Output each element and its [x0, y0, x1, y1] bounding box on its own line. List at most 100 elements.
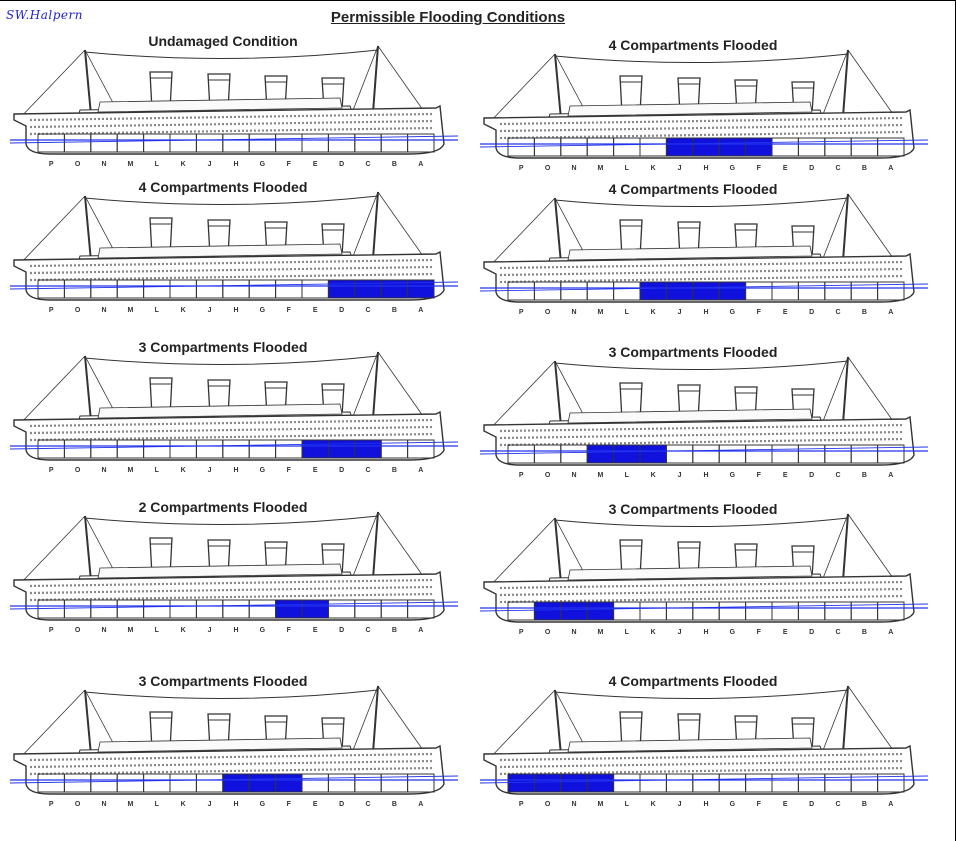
porthole-row: [29, 425, 435, 435]
compartment-letter: H: [233, 467, 238, 474]
compartment-letter: H: [233, 801, 238, 808]
compartment-letter: A: [888, 309, 893, 316]
compartment-letter: O: [545, 165, 551, 172]
compartment-letter: P: [519, 801, 524, 808]
rigging-line: [349, 45, 379, 119]
compartment: [407, 599, 435, 619]
trimmed-waterline: [9, 775, 459, 784]
hull: [13, 570, 445, 621]
compartment-letter: N: [101, 161, 106, 168]
compartment-letter: J: [678, 629, 682, 636]
flooded-compartment: [586, 444, 615, 464]
flooded-compartment: [692, 137, 720, 157]
compartment-letter: J: [678, 165, 682, 172]
compartment-letter: H: [703, 472, 708, 479]
ship-panel: 4 Compartments Flooded P O N M L K J H G F E D C B A: [9, 179, 459, 314]
compartment-letter: H: [703, 165, 708, 172]
compartment-letter: A: [418, 627, 423, 634]
flooded-compartment: [560, 601, 588, 621]
trimmed-waterline: [479, 603, 929, 612]
antenna-wire: [554, 689, 849, 700]
ship-panel: 3 Compartments Flooded P O N M L K J H G F E D C B A: [9, 673, 459, 808]
ship-panel: 3 Compartments Flooded P O N M L K J H G F E D C B A: [479, 344, 929, 479]
compartment-letter: D: [809, 165, 814, 172]
porthole-row: [499, 580, 905, 590]
compartment-letter: D: [339, 801, 344, 808]
rigging-line: [487, 517, 556, 589]
compartment-letter: N: [571, 629, 576, 636]
boat-deck: [97, 737, 343, 753]
compartment-letter: A: [418, 161, 423, 168]
rigging-line: [487, 360, 556, 432]
compartment-letter: J: [208, 627, 212, 634]
rigging-line: [819, 49, 849, 123]
porthole-row: [29, 766, 435, 776]
compartment: [877, 444, 905, 464]
compartment-letter: M: [597, 165, 603, 172]
compartment-letter: N: [101, 801, 106, 808]
rigging-line: [487, 197, 556, 269]
compartment-letter: D: [339, 627, 344, 634]
compartment-letter: A: [888, 165, 893, 172]
compartment-letter: A: [888, 629, 893, 636]
compartment-letter: L: [625, 801, 630, 808]
compartment-letter: P: [49, 307, 54, 314]
compartment-letter: F: [287, 801, 292, 808]
compartment-letter: B: [862, 629, 867, 636]
compartment-letter: O: [75, 161, 81, 168]
panel-title: 3 Compartments Flooded: [609, 501, 778, 517]
ship-panel: Undamaged Condition P O N M L K J H G F E D C B A: [9, 33, 459, 168]
compartment-letter: C: [365, 467, 370, 474]
compartment-letter: G: [260, 161, 266, 168]
rigging-line: [17, 49, 86, 121]
compartment-letter: K: [181, 161, 186, 168]
porthole-row: [29, 258, 435, 268]
compartment-letter: A: [888, 801, 893, 808]
porthole-row: [29, 112, 435, 122]
compartment-letter: F: [757, 801, 762, 808]
rigging-line: [17, 195, 86, 267]
hull: [483, 415, 915, 466]
compartment-letter: P: [519, 309, 524, 316]
compartment-letter: F: [287, 467, 292, 474]
flooded-compartment: [275, 599, 303, 619]
compartment-letter: E: [313, 801, 318, 808]
flooded-compartment: [718, 137, 747, 157]
compartment-letter: M: [127, 467, 133, 474]
compartment-letter: O: [545, 629, 551, 636]
compartment-letter: B: [392, 307, 397, 314]
porthole-row: [499, 123, 905, 133]
compartment-letter: O: [545, 472, 551, 479]
ship-panel: 2 Compartments Flooded P O N M L K J H G F E D C B A: [9, 499, 459, 634]
compartment-letter: F: [287, 161, 292, 168]
compartment-letter: A: [888, 472, 893, 479]
compartment: [877, 773, 905, 793]
compartment-letter: F: [757, 629, 762, 636]
porthole-row: [499, 430, 905, 440]
compartment-letter: M: [127, 627, 133, 634]
compartment-letter: L: [155, 801, 160, 808]
compartment-letter: D: [339, 307, 344, 314]
panel-title: 4 Compartments Flooded: [139, 179, 308, 195]
porthole-row: [499, 752, 905, 762]
antenna-wire: [84, 195, 379, 206]
flooded-compartment: [327, 279, 356, 299]
compartment: [877, 601, 905, 621]
antenna-wire: [554, 53, 849, 64]
trimmed-waterline: [479, 283, 929, 292]
flooded-compartment: [745, 137, 773, 157]
flooded-compartment: [354, 279, 382, 299]
compartment-letter: M: [597, 309, 603, 316]
porthole-row: [499, 437, 905, 447]
compartment-letter: O: [75, 307, 81, 314]
compartment-letter: C: [365, 307, 370, 314]
porthole-row: [499, 594, 905, 604]
porthole-row: [499, 759, 905, 769]
rigging-line: [819, 193, 849, 267]
compartment-letter: E: [783, 309, 788, 316]
compartment-letter: K: [181, 467, 186, 474]
compartment-letter: E: [313, 161, 318, 168]
panel-title: 3 Compartments Flooded: [139, 339, 308, 355]
compartment-letter: N: [571, 309, 576, 316]
